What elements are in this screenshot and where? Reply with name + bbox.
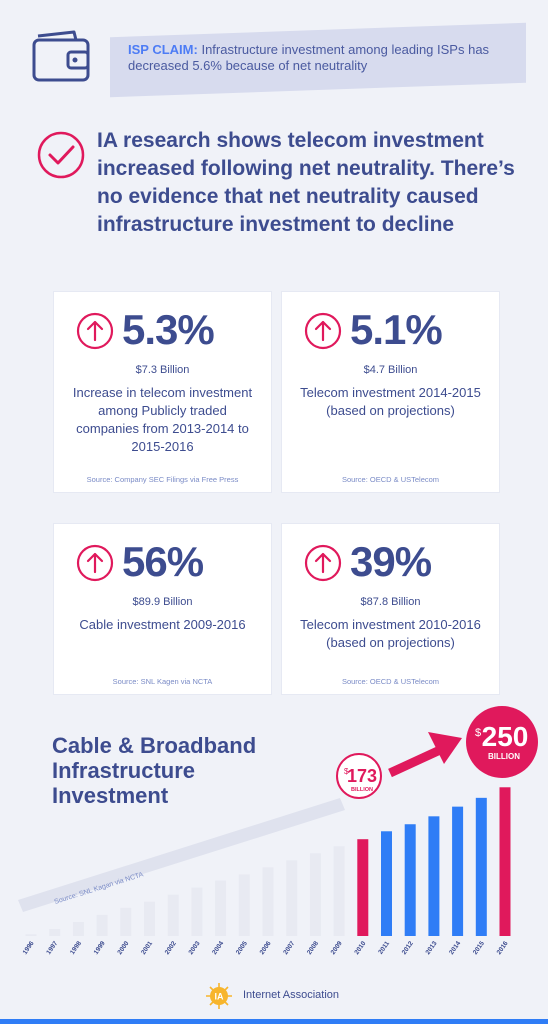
bar bbox=[357, 839, 369, 936]
bar bbox=[238, 874, 250, 936]
x-tick-label: 2006 bbox=[259, 940, 273, 956]
x-tick-label: 2005 bbox=[235, 940, 249, 956]
check-circle-icon bbox=[37, 131, 85, 179]
svg-text:IA: IA bbox=[215, 992, 225, 1002]
stat-card: 5.3% $7.3 Billion Increase in telecom in… bbox=[54, 292, 271, 492]
bottom-bar bbox=[0, 1019, 548, 1024]
source-band bbox=[18, 798, 345, 912]
ia-logo-icon: IA bbox=[206, 983, 232, 1009]
x-tick-label: 2008 bbox=[306, 940, 320, 956]
bar bbox=[404, 824, 416, 936]
annotation-circle bbox=[336, 753, 382, 799]
x-tick-label: 2001 bbox=[140, 940, 154, 956]
stat-amount: $4.7 Billion bbox=[363, 364, 418, 376]
growth-arrowhead bbox=[428, 732, 462, 764]
x-tick-label: 2011 bbox=[377, 940, 391, 956]
stat-source: Source: Company SEC Filings via Free Pre… bbox=[86, 475, 239, 484]
up-arrow-icon bbox=[304, 312, 342, 350]
x-tick-label: 2009 bbox=[330, 940, 344, 956]
stat-source: Source: SNL Kagen via NCTA bbox=[112, 677, 213, 686]
stat-description: Cable investment 2009-2016 bbox=[79, 617, 246, 632]
x-tick-label: 2000 bbox=[116, 940, 130, 956]
x-tick-label: 2013 bbox=[425, 940, 439, 956]
stat-description: Telecom investment 2014-2015 (based on p… bbox=[300, 385, 481, 418]
bar bbox=[49, 928, 61, 936]
stat-amount: $7.3 Billion bbox=[135, 364, 190, 376]
up-arrow-icon bbox=[76, 544, 114, 582]
x-tick-label: 2003 bbox=[188, 940, 202, 956]
annotation-dollar: $ bbox=[344, 767, 349, 776]
x-tick-label: 2014 bbox=[448, 940, 462, 956]
chart-title: Cable & Broadband Infrastructure Investm… bbox=[52, 733, 257, 808]
x-tick-label: 2010 bbox=[353, 940, 367, 956]
bar bbox=[452, 806, 464, 936]
bar bbox=[25, 934, 37, 936]
bar bbox=[286, 860, 298, 936]
bar bbox=[96, 914, 108, 936]
x-tick-label: 2012 bbox=[401, 940, 415, 956]
bar bbox=[120, 907, 132, 936]
annotation-dollar: $ bbox=[475, 727, 481, 739]
stat-percent: 5.1% bbox=[350, 306, 443, 353]
x-tick-label: 2004 bbox=[211, 940, 225, 956]
bar bbox=[333, 846, 345, 936]
x-tick-label: 1998 bbox=[69, 940, 83, 956]
brand-name: Internet Association bbox=[243, 989, 340, 1001]
bar bbox=[428, 816, 440, 936]
up-arrow-icon bbox=[76, 312, 114, 350]
stat-description: Telecom investment 2010-2016 (based on p… bbox=[300, 617, 481, 650]
stat-percent: 5.3% bbox=[122, 306, 215, 353]
stat-card: 5.1% $4.7 Billion Telecom investment 201… bbox=[282, 292, 499, 492]
claim-label: ISP CLAIM: bbox=[128, 42, 198, 57]
x-tick-label: 2007 bbox=[282, 940, 296, 956]
bar bbox=[167, 894, 179, 936]
stat-amount: $89.9 Billion bbox=[132, 596, 193, 608]
annotation-value: 250 bbox=[482, 721, 529, 752]
claim-body: Infrastructure investment among leading … bbox=[128, 42, 490, 73]
stat-source: Source: OECD & USTelecom bbox=[341, 677, 440, 686]
bar bbox=[191, 887, 203, 936]
bar bbox=[381, 831, 392, 936]
growth-arrow bbox=[388, 745, 442, 778]
x-tick-label: 1996 bbox=[22, 940, 36, 956]
bar bbox=[215, 880, 227, 936]
stat-percent: 56% bbox=[122, 538, 204, 585]
annotation-circle bbox=[466, 706, 538, 778]
bar bbox=[72, 921, 84, 936]
stat-description: Increase in telecom investment among Pub… bbox=[72, 385, 253, 454]
stat-card: 39% $87.8 Billion Telecom investment 201… bbox=[282, 524, 499, 694]
stat-amount: $87.8 Billion bbox=[360, 596, 421, 608]
bar bbox=[475, 797, 487, 936]
bar bbox=[262, 867, 274, 936]
x-tick-label: 2015 bbox=[472, 940, 486, 956]
up-arrow-icon bbox=[304, 544, 342, 582]
wallet-icon bbox=[32, 30, 90, 82]
stat-source: Source: OECD & USTelecom bbox=[341, 475, 440, 484]
stat-percent: 39% bbox=[350, 538, 432, 585]
bar bbox=[499, 787, 511, 936]
annotation-value: 173 bbox=[347, 766, 377, 786]
x-tick-label: 2002 bbox=[164, 940, 178, 956]
headline: IA research shows telecom investment inc… bbox=[97, 129, 515, 236]
annotation-unit: BILLION bbox=[488, 752, 520, 761]
annotation-unit: BILLION bbox=[351, 787, 373, 793]
bar bbox=[309, 853, 321, 936]
x-tick-label: 1999 bbox=[93, 940, 107, 956]
x-tick-label: 2016 bbox=[496, 940, 510, 956]
bar bbox=[144, 901, 155, 936]
stat-card: 56% $89.9 Billion Cable investment 2009-… bbox=[54, 524, 271, 694]
claim-text: ISP CLAIM: Infrastructure investment amo… bbox=[128, 42, 518, 74]
x-tick-label: 1997 bbox=[45, 940, 59, 956]
